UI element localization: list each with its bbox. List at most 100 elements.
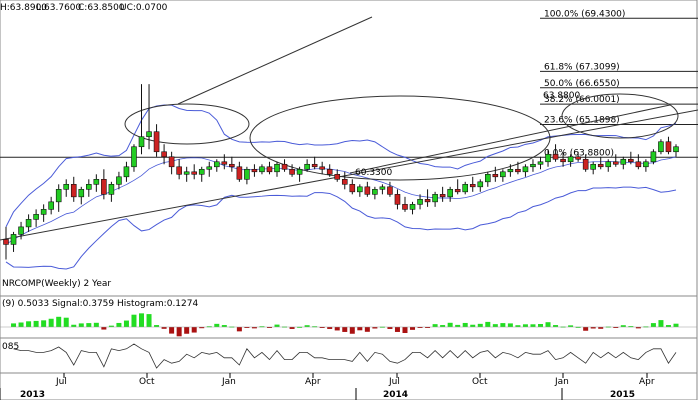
macd-bar — [410, 327, 416, 330]
rsi-label: 085 — [2, 342, 19, 352]
macd-bar — [184, 327, 190, 334]
candle-body — [462, 184, 469, 193]
candle-body — [221, 161, 228, 165]
candle-body — [567, 156, 574, 163]
candle-body — [402, 204, 408, 210]
candle-body — [515, 168, 521, 173]
candle-body — [575, 156, 581, 160]
candle-body — [364, 186, 371, 195]
candle-body — [168, 156, 175, 168]
candle-body — [582, 158, 589, 170]
candle-body — [357, 186, 363, 193]
candle-body — [454, 189, 461, 193]
candle-body — [635, 161, 642, 168]
macd-bar — [485, 321, 491, 327]
macd-bar — [289, 327, 295, 329]
candle-body — [48, 201, 54, 210]
candle-body — [281, 163, 288, 170]
macd-bar — [146, 314, 152, 327]
candle-body — [289, 168, 295, 175]
year-label-1: 2014 — [383, 390, 408, 400]
macd-bar — [583, 327, 589, 331]
time-label-6: Jan — [554, 377, 569, 387]
macd-bar — [522, 324, 528, 327]
macd-bar — [575, 326, 581, 328]
macd-bar — [650, 323, 656, 327]
header-low: L:63.7600 — [36, 3, 82, 13]
candle-body — [605, 161, 612, 168]
macd-bar — [191, 327, 197, 333]
macd-bar — [41, 320, 47, 327]
macd-bar — [425, 327, 431, 328]
candle-body — [259, 166, 265, 173]
indicator-label: NRCOMP(Weekly) 2 Year — [2, 279, 111, 289]
candle-body — [319, 166, 325, 170]
macd-bar — [387, 327, 393, 329]
macd-bar — [11, 323, 17, 327]
macd-bar — [327, 327, 333, 329]
level-marker-label: 63.8800 — [543, 91, 580, 101]
macd-bar — [236, 327, 242, 332]
time-axis-frame — [0, 372, 698, 400]
macd-bar — [500, 323, 506, 327]
macd-bar — [26, 321, 32, 327]
macd-bar — [108, 325, 114, 327]
macd-bar — [214, 323, 220, 327]
candle-body — [311, 163, 318, 168]
candle-body — [55, 189, 62, 203]
candle-body — [326, 168, 333, 175]
macd-bar — [319, 327, 325, 328]
macd-bar — [620, 325, 626, 327]
candle-body — [198, 168, 205, 175]
macd-bar — [492, 324, 498, 327]
rsi-series — [13, 343, 677, 369]
macd-bar — [470, 324, 476, 327]
macd-bar — [342, 327, 348, 332]
time-label-2: Jan — [221, 377, 236, 387]
candle-body — [447, 189, 453, 198]
header-close: C:63.8500 — [78, 3, 125, 13]
macd-bar — [48, 318, 54, 327]
macd-bar — [455, 324, 461, 327]
macd-bar — [139, 313, 145, 327]
macd-bar — [116, 322, 122, 327]
candle-body — [3, 239, 9, 245]
macd-bar — [477, 323, 483, 327]
candle-body — [108, 184, 115, 195]
candle-body — [522, 166, 529, 173]
candle-body — [334, 173, 341, 180]
candle-body — [417, 199, 423, 205]
candle-body — [161, 151, 167, 158]
candle-body — [477, 181, 484, 188]
macd-bar — [33, 320, 39, 327]
candle-body — [40, 209, 47, 215]
macd-bar — [568, 325, 574, 327]
macd-bar — [334, 327, 340, 331]
candle-body — [349, 184, 356, 193]
macd-bar — [78, 323, 84, 327]
macd-bar — [101, 327, 107, 330]
fib-label-4: 23.6% (65.1898) — [544, 115, 620, 125]
candle-body — [560, 158, 566, 163]
candle-body — [25, 219, 32, 228]
candle-body — [18, 226, 24, 235]
macd-bar — [665, 325, 671, 327]
macd-bar — [18, 322, 24, 327]
candle-body — [213, 161, 220, 168]
candle-body — [251, 168, 258, 173]
macd-bar — [154, 325, 160, 327]
macd-bar — [199, 327, 205, 329]
candle-body — [183, 171, 190, 175]
candle-body — [665, 141, 672, 153]
fan-trendline — [177, 16, 373, 105]
candle-body — [116, 176, 122, 185]
macd-bar — [545, 322, 551, 327]
candle-body — [176, 166, 182, 175]
candlesticks — [3, 84, 679, 260]
candle-body — [432, 194, 438, 203]
candle-body — [537, 161, 544, 165]
header-high: H:63.8900 — [0, 3, 47, 13]
time-label-4: Jul — [388, 377, 400, 387]
candle-body — [33, 214, 39, 220]
